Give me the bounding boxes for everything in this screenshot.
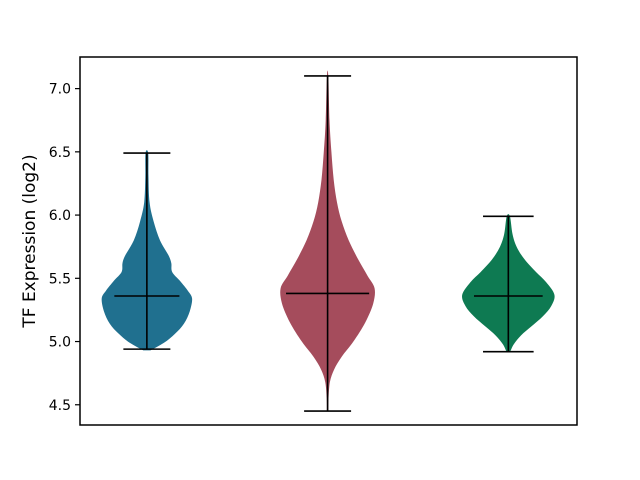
- y-tick-label: 6.5: [49, 145, 71, 161]
- y-tick-label: 7.0: [49, 82, 71, 98]
- y-axis-label: TF Expression (log2): [20, 154, 40, 328]
- y-tick-label: 4.5: [49, 398, 71, 414]
- axes-spines: [79, 56, 578, 426]
- y-tick-label: 6.0: [49, 208, 71, 224]
- y-tick-label: 5.0: [49, 335, 71, 351]
- y-tick-label: 5.5: [49, 271, 71, 287]
- plot-area: 4.5 5.0 5.5 6.0 6.5 7.0: [49, 56, 578, 426]
